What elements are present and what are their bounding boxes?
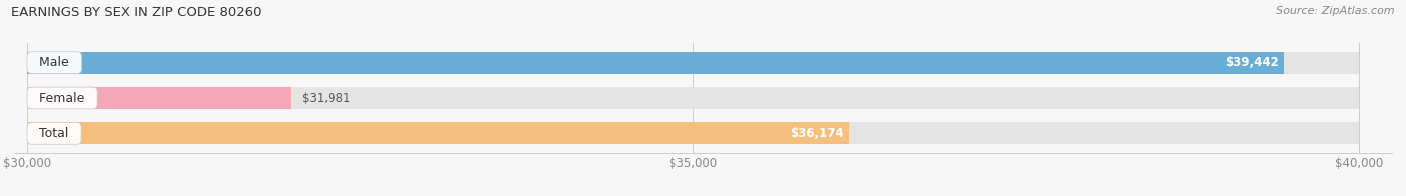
- Bar: [27, 52, 1284, 74]
- Bar: [27, 122, 849, 144]
- Bar: [27, 87, 1358, 109]
- Text: Male: Male: [31, 56, 77, 69]
- Bar: [27, 52, 1358, 74]
- Text: EARNINGS BY SEX IN ZIP CODE 80260: EARNINGS BY SEX IN ZIP CODE 80260: [11, 6, 262, 19]
- Text: Female: Female: [31, 92, 93, 104]
- Bar: [27, 87, 291, 109]
- Text: Source: ZipAtlas.com: Source: ZipAtlas.com: [1277, 6, 1395, 16]
- Text: $39,442: $39,442: [1225, 56, 1279, 69]
- Text: Total: Total: [31, 127, 77, 140]
- Bar: [27, 122, 1358, 144]
- Text: $31,981: $31,981: [302, 92, 350, 104]
- Text: $36,174: $36,174: [790, 127, 844, 140]
